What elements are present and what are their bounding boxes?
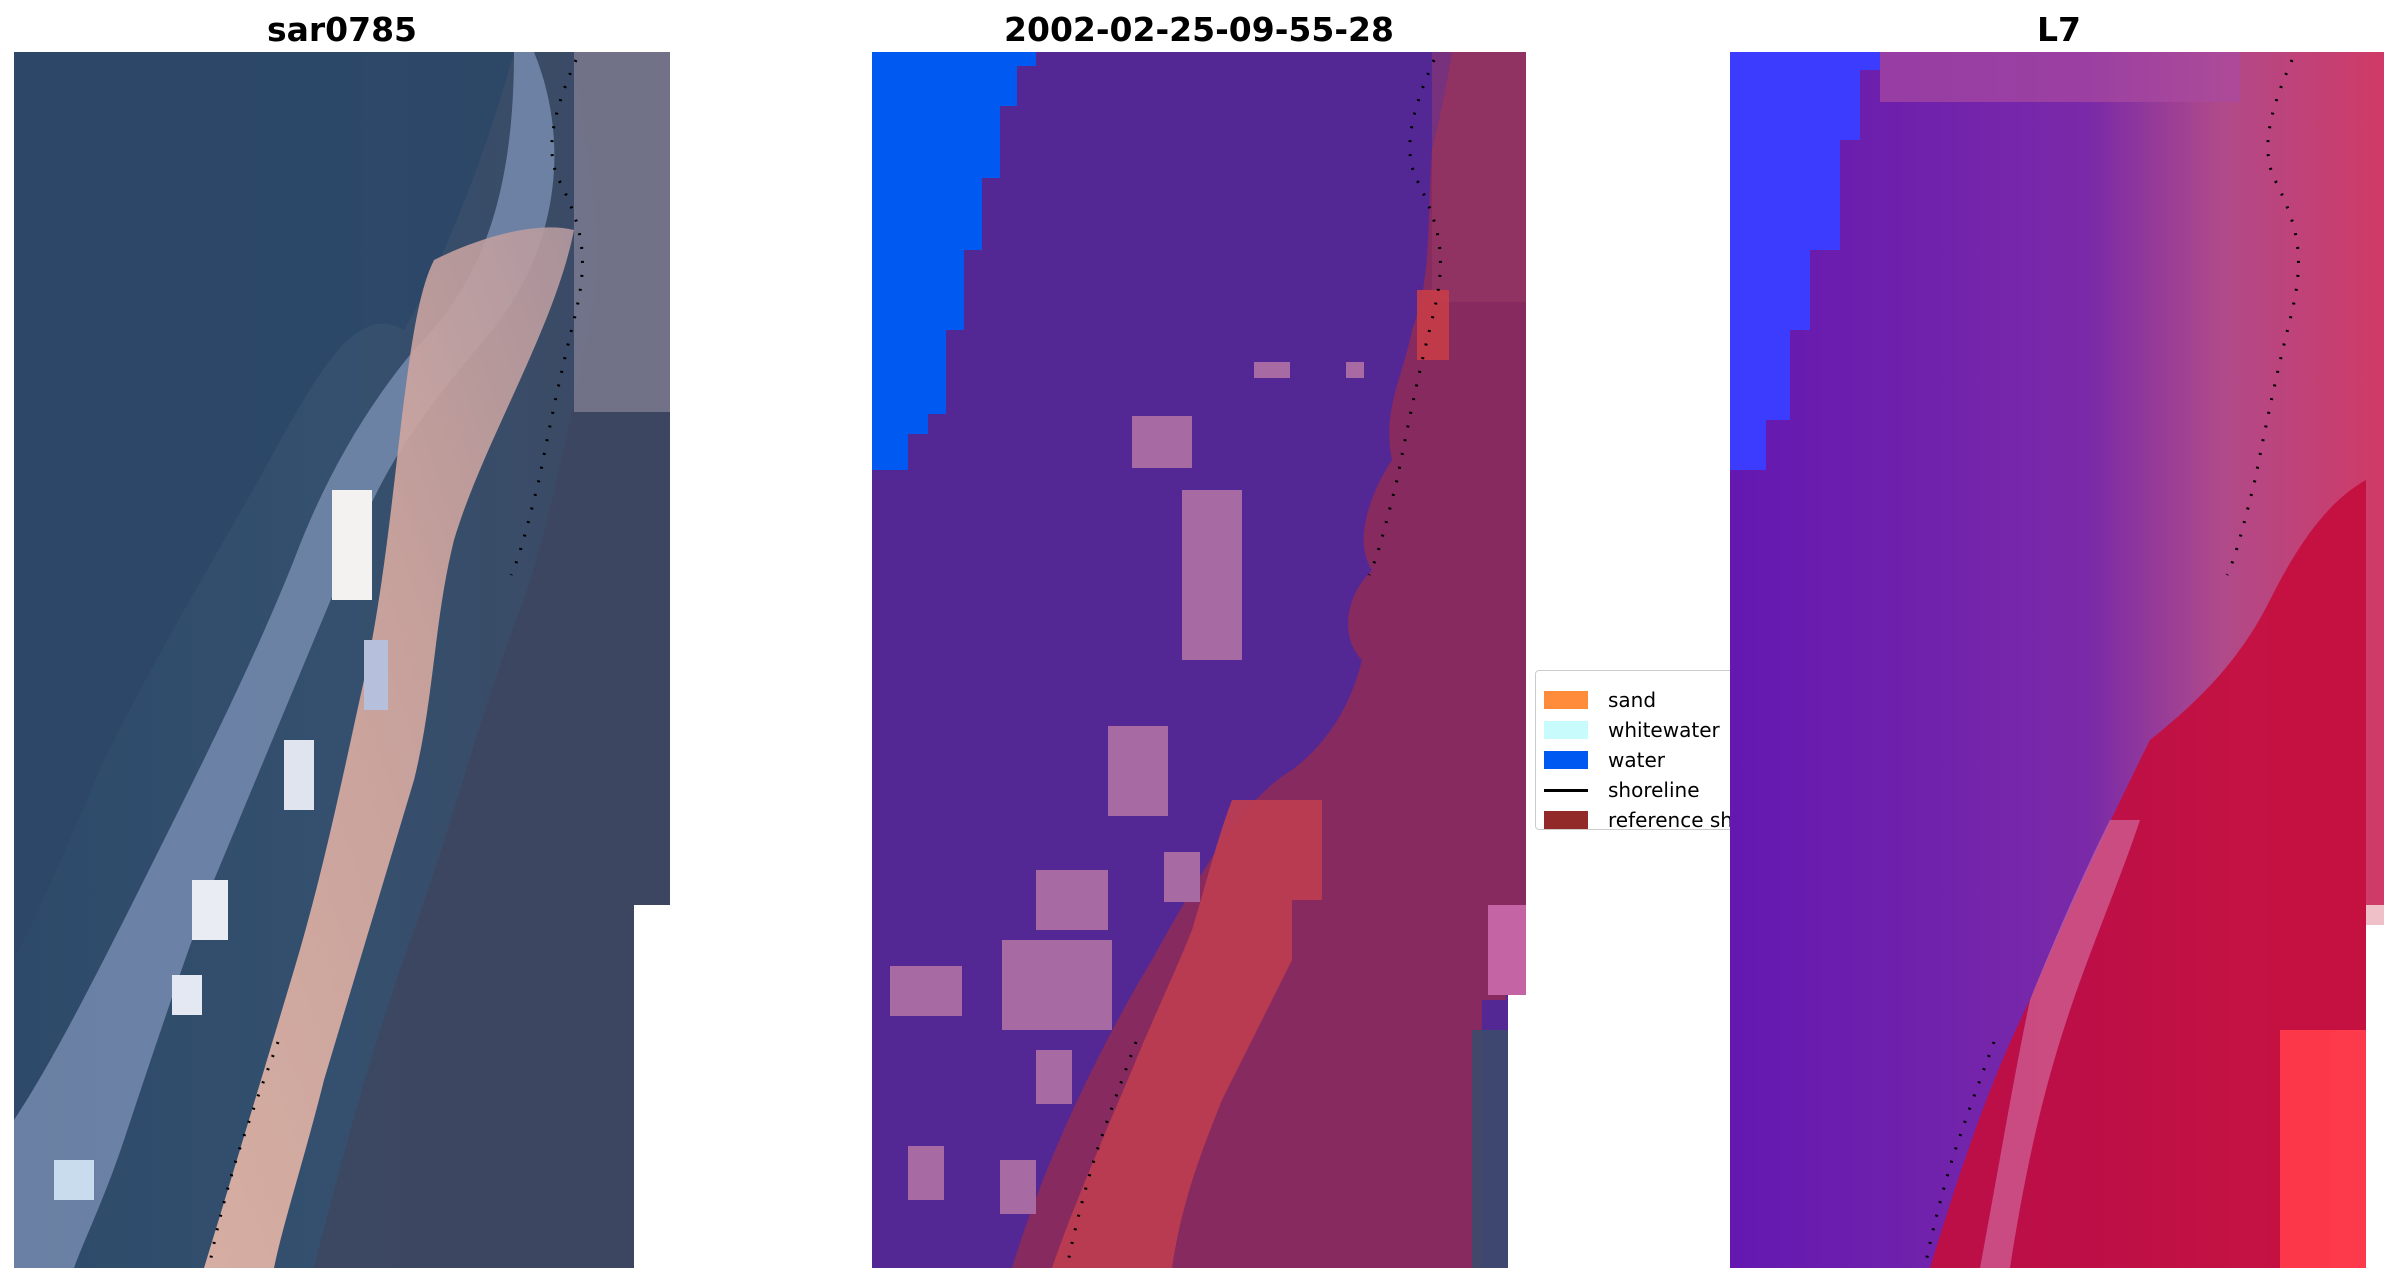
legend-color-swatch bbox=[1544, 721, 1588, 739]
legend-item-sand: sand bbox=[1544, 685, 1656, 715]
class-sand-red-top bbox=[1417, 290, 1449, 360]
legend-item-reference-shoreline: reference shoreline bbox=[1544, 805, 1756, 830]
legend-color-swatch bbox=[1544, 751, 1588, 769]
class-white-7 bbox=[1254, 362, 1290, 378]
rgb-land-right bbox=[314, 52, 670, 1268]
legend-label: water bbox=[1608, 748, 1665, 772]
class-land-right bbox=[1012, 52, 1526, 1268]
class-white-12 bbox=[1164, 852, 1200, 902]
legend-label: shoreline bbox=[1608, 778, 1700, 802]
class-water-region bbox=[872, 52, 1036, 470]
index-corner-pink bbox=[2366, 905, 2384, 925]
class-pink-edge bbox=[1488, 905, 1526, 995]
legend-line-swatch bbox=[1544, 788, 1588, 792]
legend-item-water: water bbox=[1544, 745, 1665, 775]
class-white-8 bbox=[1346, 362, 1364, 378]
index-panel: L7 bbox=[1730, 0, 2390, 1283]
index-panel-title: L7 bbox=[2037, 10, 2081, 49]
legend-label: reference shoreline bbox=[1608, 808, 1756, 830]
index-image bbox=[1730, 52, 2384, 1269]
rgb-sand-strip bbox=[204, 227, 574, 1269]
rgb-bright-patch-3 bbox=[192, 880, 228, 940]
class-grey-edge bbox=[1472, 1030, 1508, 1268]
rgb-bright-patch-1 bbox=[332, 490, 372, 600]
class-white-9 bbox=[908, 1146, 944, 1200]
rgb-bright-top-right bbox=[574, 52, 670, 412]
classified-image bbox=[872, 52, 1526, 1269]
class-white-5 bbox=[890, 966, 962, 1016]
legend-color-swatch bbox=[1544, 691, 1588, 709]
legend-item-whitewater: whitewater bbox=[1544, 715, 1720, 745]
class-sand-red bbox=[1052, 800, 1322, 1268]
class-white-2 bbox=[1108, 726, 1168, 816]
class-white-1 bbox=[1182, 490, 1242, 660]
rgb-panel: sar0785 bbox=[14, 0, 670, 1283]
legend-color-swatch bbox=[1544, 811, 1588, 829]
class-white-10 bbox=[1000, 1160, 1036, 1214]
index-blue bbox=[1730, 52, 1880, 470]
rgb-bright-patch-2 bbox=[284, 740, 314, 810]
class-white-3 bbox=[1036, 870, 1108, 930]
class-white-4 bbox=[1002, 940, 1112, 1030]
class-white-6 bbox=[1132, 416, 1192, 468]
rgb-panel-title: sar0785 bbox=[266, 10, 418, 49]
index-bright-red bbox=[2280, 1030, 2366, 1268]
index-top-band bbox=[1880, 52, 2240, 102]
index-pink-edge bbox=[1980, 820, 2140, 1268]
class-land-strip-top bbox=[1432, 52, 1526, 302]
rgb-dark-water bbox=[14, 52, 514, 960]
legend: sand whitewater water shoreline reference sh… bbox=[1535, 670, 1757, 830]
class-white-11 bbox=[1036, 1050, 1072, 1104]
legend-label: whitewater bbox=[1608, 718, 1720, 742]
rgb-bright-patch-4 bbox=[172, 975, 202, 1015]
rgb-bright-patch-5 bbox=[54, 1160, 94, 1200]
legend-item-shoreline: shoreline bbox=[1544, 775, 1700, 805]
classified-panel: 2002-02-25-09-55-28 bbox=[872, 0, 1526, 1283]
classified-panel-title: 2002-02-25-09-55-28 bbox=[1004, 10, 1394, 49]
legend-label: sand bbox=[1608, 688, 1657, 712]
rgb-bright-patch-6 bbox=[364, 640, 388, 710]
rgb-image bbox=[14, 52, 670, 1269]
